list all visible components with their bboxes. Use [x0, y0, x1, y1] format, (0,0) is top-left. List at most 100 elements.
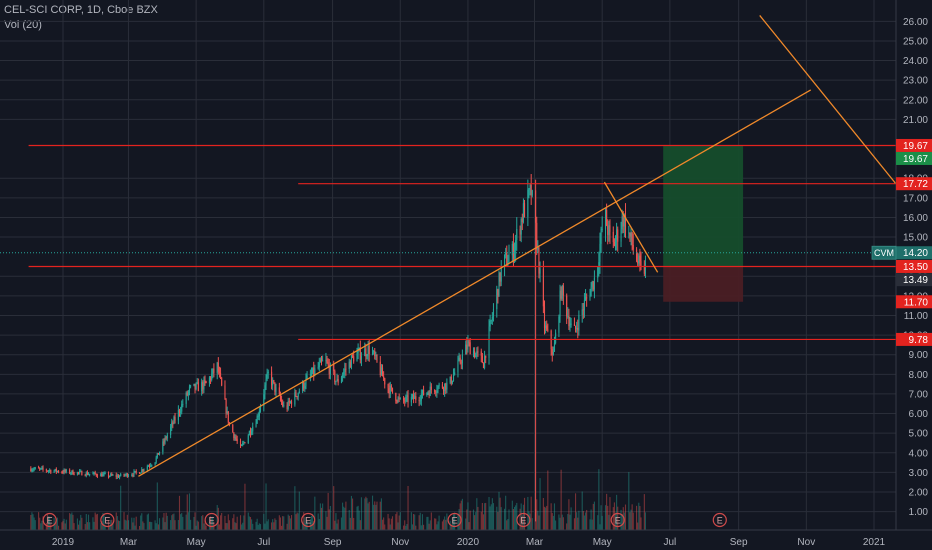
volume-bar	[374, 501, 376, 530]
candle	[154, 462, 156, 465]
earnings-marker[interactable]: E	[42, 512, 57, 528]
volume-bar	[410, 512, 412, 530]
volume-bar	[460, 500, 462, 530]
candle	[318, 362, 320, 368]
target-zone[interactable]	[663, 145, 744, 267]
candle	[562, 285, 564, 296]
volume-bar	[63, 518, 65, 530]
candle	[621, 216, 623, 230]
earnings-marker[interactable]: E	[516, 512, 531, 528]
candle	[573, 323, 576, 326]
trendline-2[interactable]	[603, 181, 659, 273]
price-label-level: 13.50	[896, 259, 932, 273]
candle	[396, 400, 398, 402]
candle	[86, 472, 88, 475]
volume-bar	[190, 519, 192, 530]
candle	[94, 472, 96, 474]
candle	[552, 351, 554, 355]
candle	[103, 473, 105, 475]
volume-bar	[163, 513, 165, 530]
volume-bar	[399, 512, 401, 530]
volume-bar	[228, 520, 230, 530]
volume-bar	[390, 518, 392, 530]
earnings-marker[interactable]: E	[301, 512, 316, 528]
volume-bar	[364, 498, 366, 530]
volume-bar	[93, 521, 95, 530]
volume-bar	[381, 519, 384, 530]
candle	[89, 473, 91, 475]
candle	[333, 364, 335, 372]
trendline-1[interactable]	[138, 89, 812, 477]
x-tick-label: Mar	[526, 537, 544, 548]
volume-bar	[45, 522, 47, 530]
candle	[72, 470, 74, 475]
volume-bar	[568, 499, 570, 530]
stop-zone[interactable]	[663, 266, 744, 302]
candle	[85, 472, 87, 476]
volume-bar	[380, 498, 382, 530]
candle	[80, 471, 82, 473]
earnings-marker[interactable]: E	[100, 512, 115, 528]
volume-bar	[77, 524, 80, 530]
x-tick-label: 2020	[457, 537, 480, 548]
price-label-bg	[896, 273, 932, 287]
candle	[101, 473, 103, 477]
candle	[328, 364, 330, 375]
volume-bar	[258, 523, 260, 530]
candle	[472, 351, 475, 355]
price-label-bg	[896, 177, 932, 191]
earnings-label: E	[452, 516, 458, 526]
volume-bar	[530, 496, 532, 530]
candle	[620, 229, 622, 242]
candle	[342, 375, 344, 378]
earnings-marker[interactable]: E	[712, 512, 727, 528]
candle	[461, 354, 463, 364]
x-tick-label: Jul	[663, 537, 676, 548]
volume-bar	[249, 517, 252, 530]
volume-bar	[551, 513, 553, 530]
candle	[120, 473, 122, 477]
volume-bar	[211, 517, 213, 530]
candle	[50, 470, 52, 473]
candle	[71, 470, 73, 473]
candle	[365, 348, 367, 357]
candle	[234, 437, 236, 439]
volume-bar	[219, 515, 222, 530]
candle	[294, 392, 296, 405]
volume-bar	[243, 515, 245, 530]
y-tick-label: 11.00	[904, 311, 929, 322]
candle	[335, 380, 337, 382]
candle	[519, 228, 521, 235]
volume-bar	[406, 524, 408, 530]
earnings-marker[interactable]: E	[610, 512, 625, 528]
earnings-icon	[301, 512, 316, 528]
candle	[312, 367, 314, 374]
time-axis[interactable]	[0, 530, 932, 550]
volume-bar	[569, 514, 571, 530]
volume-bar	[194, 512, 196, 530]
volume-bar	[233, 514, 235, 530]
candle	[560, 290, 562, 299]
candle	[69, 469, 71, 474]
candle	[326, 359, 328, 363]
candle	[636, 249, 638, 262]
volume-bar	[353, 517, 355, 530]
candle	[469, 342, 471, 355]
volume-bar	[481, 502, 483, 530]
candle	[322, 360, 324, 362]
volume-bar	[50, 524, 52, 530]
candle	[452, 374, 455, 381]
volume-bar	[515, 505, 517, 530]
trendline-3[interactable]	[759, 15, 919, 212]
candle	[297, 393, 299, 397]
candle	[306, 375, 308, 379]
volume-bar	[181, 513, 183, 530]
earnings-marker[interactable]: E	[204, 512, 219, 528]
candle	[367, 346, 369, 357]
y-tick-label: 1.00	[909, 507, 929, 518]
volume-bar	[629, 512, 631, 530]
earnings-marker[interactable]: E	[447, 512, 462, 528]
candle	[256, 416, 258, 424]
x-tick-label: 2019	[52, 537, 75, 548]
